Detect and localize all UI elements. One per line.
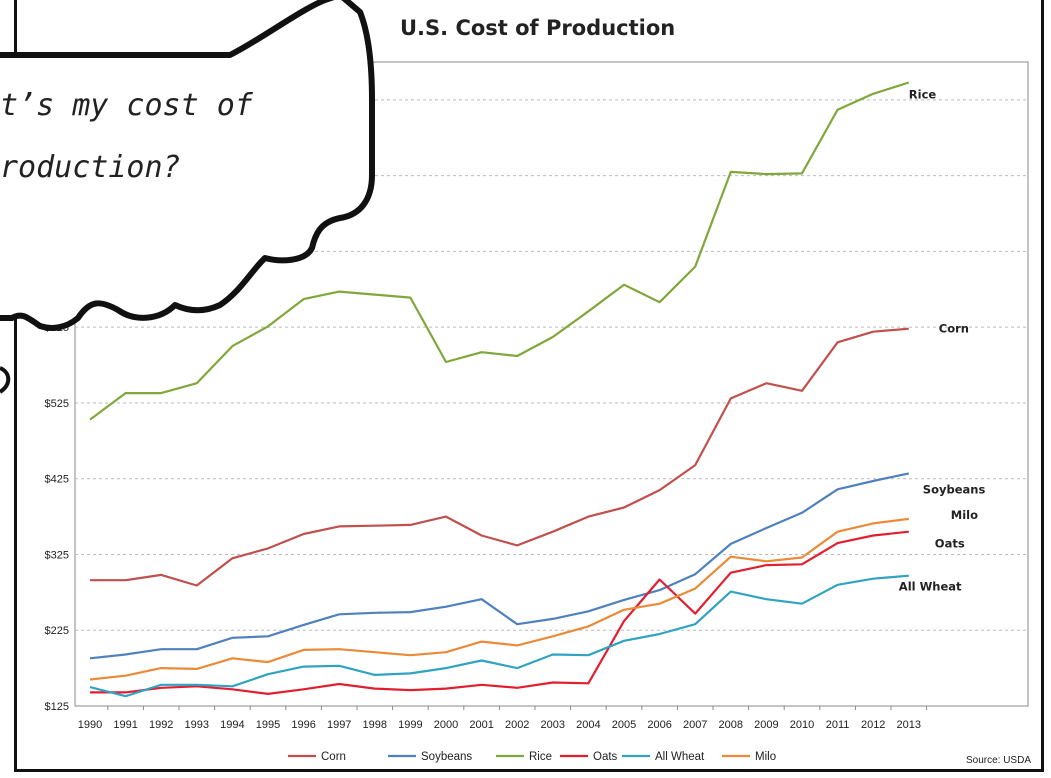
x-tick-label: 2006 bbox=[647, 719, 671, 731]
legend-label: All Wheat bbox=[655, 751, 705, 763]
chart-frame bbox=[14, 0, 1044, 772]
bubble-text-line-2: roduction? bbox=[0, 150, 181, 185]
bubble-tail-mark bbox=[0, 366, 11, 394]
series-line-milo bbox=[89, 517, 909, 681]
legend-label: Soybeans bbox=[421, 751, 472, 763]
legend-label: Oats bbox=[593, 751, 618, 763]
y-tick-label: $525 bbox=[45, 398, 69, 410]
x-tick-label: 2007 bbox=[683, 719, 707, 731]
series-line-rice bbox=[89, 81, 910, 421]
y-tick-label: $125 bbox=[45, 701, 69, 713]
x-tick-label: 2003 bbox=[541, 719, 565, 731]
series-end-label: All Wheat bbox=[899, 580, 962, 594]
x-tick-label: 2012 bbox=[861, 719, 885, 731]
x-tick-label: 2011 bbox=[826, 719, 850, 731]
x-tick-label: 1993 bbox=[185, 719, 209, 731]
x-tick-label: 1998 bbox=[363, 719, 387, 731]
x-tick-label: 2004 bbox=[576, 719, 600, 731]
series-line-oats bbox=[90, 530, 909, 695]
x-tick-label: 1997 bbox=[327, 719, 351, 731]
legend-label: Rice bbox=[529, 751, 552, 763]
x-tick-label: 1990 bbox=[78, 719, 102, 731]
x-tick-label: 1996 bbox=[291, 719, 315, 731]
x-tick-label: 2002 bbox=[505, 719, 529, 731]
y-tick-label: $325 bbox=[45, 549, 69, 561]
series-end-label: Rice bbox=[909, 87, 937, 101]
series-end-label: Soybeans bbox=[923, 482, 986, 496]
x-tick-label: 2009 bbox=[754, 719, 778, 731]
y-tick-label: $225 bbox=[45, 625, 69, 637]
x-tick-label: 1991 bbox=[113, 719, 137, 731]
y-tick-label: $425 bbox=[45, 474, 69, 486]
legend-label: Milo bbox=[755, 751, 776, 763]
x-tick-label: 2005 bbox=[612, 719, 636, 731]
series-end-label: Oats bbox=[935, 537, 965, 551]
series-line-corn bbox=[90, 327, 909, 587]
series-end-label: Corn bbox=[939, 322, 969, 336]
x-tick-label: 1994 bbox=[220, 719, 244, 731]
series-line-all-wheat bbox=[89, 574, 909, 698]
plot-area bbox=[74, 61, 1029, 707]
x-tick-label: 1999 bbox=[398, 719, 422, 731]
x-tick-label: 2000 bbox=[434, 719, 458, 731]
x-tick-label: 1992 bbox=[149, 719, 173, 731]
x-tick-label: 2013 bbox=[897, 719, 921, 731]
x-tick-label: 1995 bbox=[256, 719, 280, 731]
legend-label: Corn bbox=[321, 751, 346, 763]
x-tick-label: 2001 bbox=[469, 719, 493, 731]
chart-title: U.S. Cost of Production bbox=[400, 16, 676, 40]
thought-bubble-shape bbox=[0, 0, 375, 331]
source-note: Source: USDA bbox=[965, 755, 1031, 766]
series-end-label: Milo bbox=[951, 508, 978, 522]
bubble-text-line-1: t’s my cost of bbox=[0, 88, 253, 123]
x-tick-label: 2010 bbox=[790, 719, 814, 731]
series-line-soybeans bbox=[89, 472, 910, 660]
x-tick-label: 2008 bbox=[719, 719, 743, 731]
